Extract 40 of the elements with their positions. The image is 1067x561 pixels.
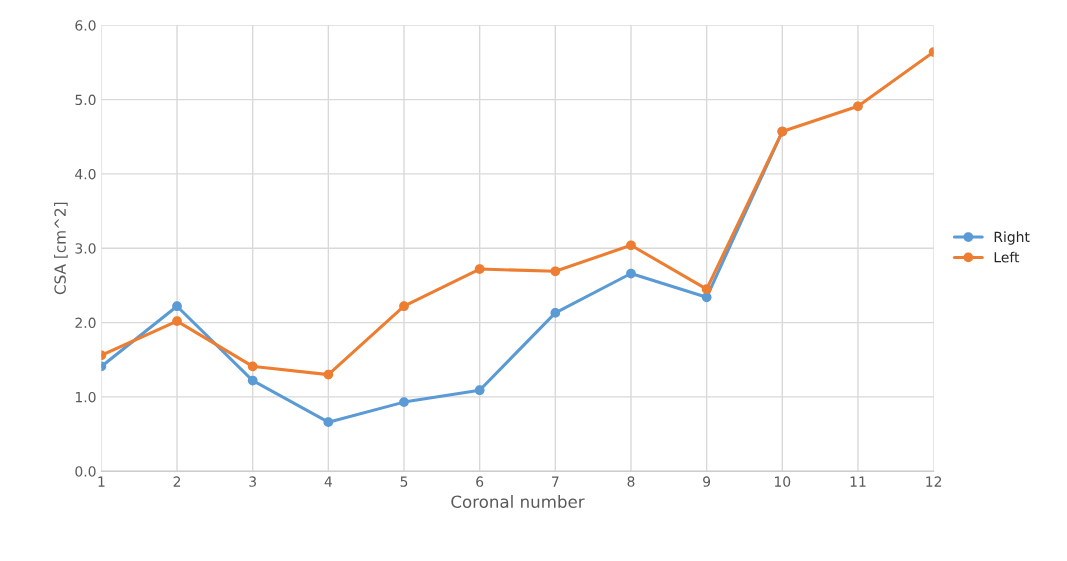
point [474, 264, 485, 274]
legend-label: Right [994, 231, 1030, 245]
x-tick-label: 2 [173, 476, 181, 487]
y-tick-label: 6.0 [75, 20, 96, 31]
x-tick-label: 1 [98, 476, 105, 487]
point [323, 417, 334, 428]
x-tick-label: 6 [476, 476, 484, 487]
point [247, 361, 258, 372]
x-tick-label: 3 [249, 476, 256, 487]
y-axis-title: CSA [cm^2] [54, 202, 68, 295]
point [550, 308, 561, 318]
point [701, 284, 712, 294]
y-tick-label: 4.0 [75, 168, 96, 180]
x-tick-label: 7 [552, 476, 559, 487]
y-tick-label: 3.0 [75, 243, 96, 254]
point [626, 240, 636, 251]
x-tick-label: 9 [703, 476, 711, 487]
x-tick-label: 5 [400, 476, 408, 487]
point [550, 266, 561, 277]
point [626, 268, 636, 279]
x-tick-label: 12 [926, 476, 942, 487]
point [247, 375, 258, 386]
y-tick-label: 0.0 [75, 466, 96, 477]
y-tick-label: 2.0 [75, 317, 96, 329]
point [853, 101, 863, 112]
point [701, 292, 712, 303]
point [323, 369, 334, 380]
point [172, 316, 182, 326]
x-tick-label: 4 [324, 476, 332, 487]
y-tick-label: 1.0 [75, 391, 96, 403]
x-tick-label: 10 [774, 476, 791, 487]
point [399, 301, 409, 312]
point [172, 301, 182, 312]
point [399, 397, 409, 407]
x-tick-label: 11 [850, 476, 866, 487]
y-tick-label: 5.0 [75, 94, 96, 106]
point [474, 385, 485, 396]
x-axis-title: Coronal number [451, 495, 585, 508]
legend-label: Left [994, 251, 1020, 263]
x-tick-label: 8 [627, 476, 635, 487]
